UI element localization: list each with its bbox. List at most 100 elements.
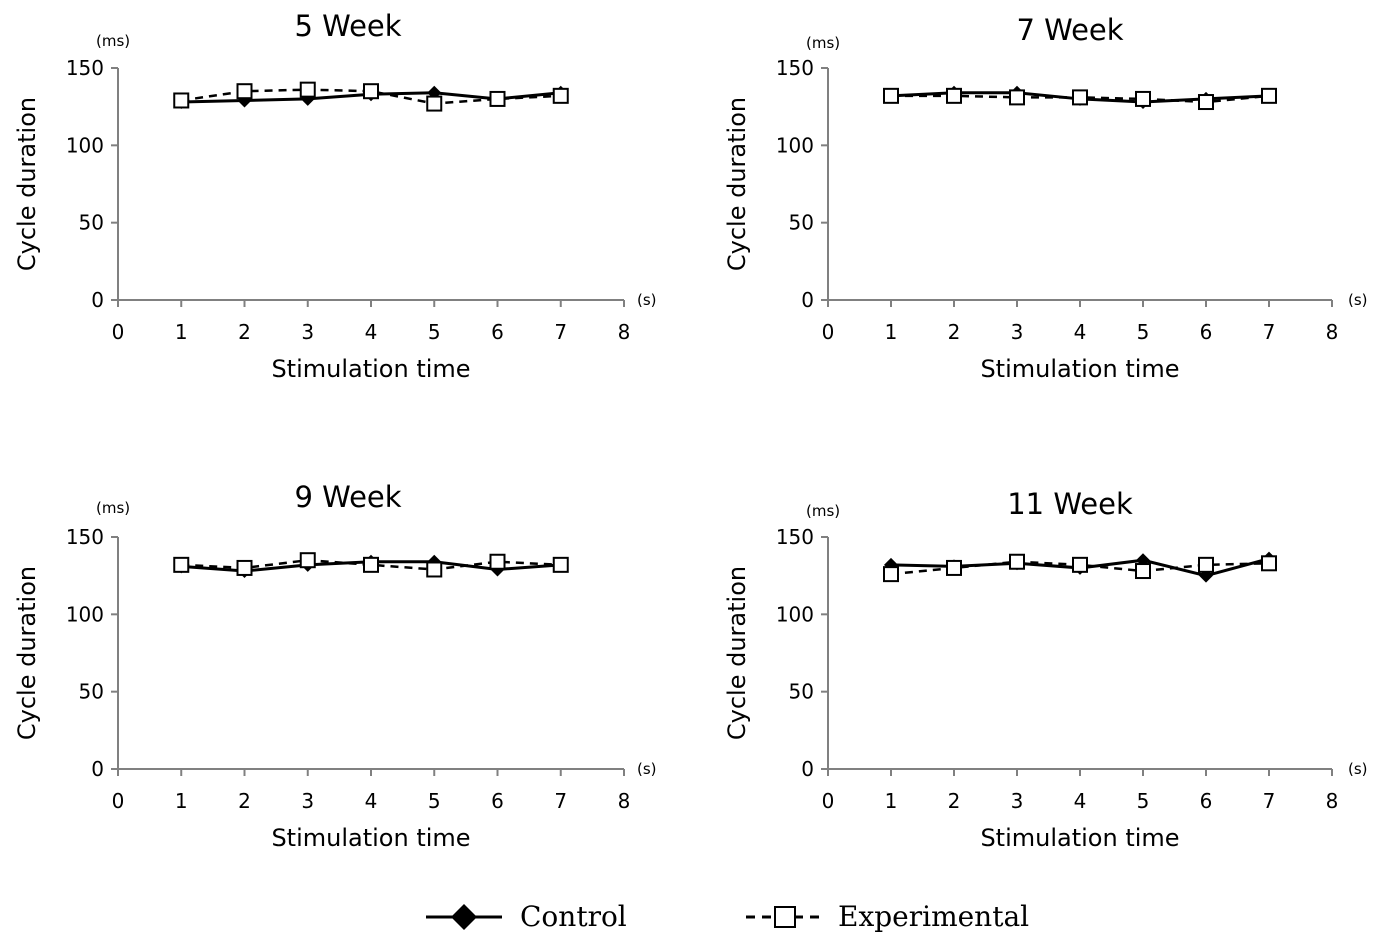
experimental-point — [1261, 87, 1277, 104]
legend: Control Experimental — [426, 900, 1029, 933]
chart-panel: 0 50 100 150 0 1 2 3 4 5 6 7 8 9 Week (ms) (s) Stimulati… — [13, 480, 657, 852]
experimental-point — [173, 92, 190, 109]
x-tick-label: 4 — [1074, 320, 1087, 344]
y-tick-label: 100 — [66, 133, 104, 157]
x-unit-label: (s) — [637, 760, 657, 778]
x-tick-label: 1 — [175, 320, 188, 344]
experimental-point — [1072, 89, 1088, 106]
x-tick-label: 6 — [491, 789, 504, 813]
x-tick-label: 0 — [112, 789, 125, 813]
chart-panel: 0 50 100 150 0 1 2 3 4 5 6 7 8 5 Week (ms) (s) Stimulati… — [13, 9, 657, 383]
experimental-point — [236, 83, 253, 100]
experimental-point — [489, 553, 506, 570]
experimental-point — [552, 87, 569, 104]
experimental-point — [363, 556, 379, 573]
legend-item-experimental: Experimental — [746, 900, 1029, 933]
experimental-point — [946, 559, 962, 576]
y-tick-label: 100 — [776, 133, 814, 157]
x-unit-label: (s) — [1348, 760, 1368, 778]
x-tick-label: 4 — [1074, 789, 1087, 813]
y-axis-title: Cycle duration — [723, 566, 751, 740]
y-tick-label: 0 — [91, 288, 104, 312]
experimental-point — [1009, 89, 1025, 106]
x-tick-label: 7 — [554, 320, 567, 344]
x-tick-label: 7 — [1263, 789, 1276, 813]
experimental-point — [363, 83, 379, 100]
y-tick-label: 150 — [66, 56, 104, 80]
experimental-point — [946, 87, 962, 104]
x-tick-label: 1 — [885, 789, 898, 813]
y-tick-label: 0 — [801, 757, 814, 781]
x-tick-label: 5 — [1137, 320, 1150, 344]
experimental-point — [1135, 90, 1151, 107]
x-tick-label: 6 — [1200, 320, 1213, 344]
y-axis-title: Cycle duration — [13, 566, 41, 740]
x-tick-label: 8 — [1326, 320, 1339, 344]
experimental-point — [426, 95, 443, 112]
experimental-point — [426, 561, 443, 578]
x-tick-label: 5 — [428, 320, 441, 344]
x-tick-label: 3 — [1011, 789, 1024, 813]
filled-diamond-icon — [451, 904, 477, 930]
experimental-point — [883, 566, 899, 583]
x-tick-label: 8 — [618, 789, 631, 813]
experimental-point — [1009, 553, 1025, 570]
y-tick-label: 150 — [66, 525, 104, 549]
experimental-point — [1135, 563, 1151, 580]
experimental-point — [1072, 556, 1088, 573]
y-unit-label: (ms) — [806, 34, 840, 52]
y-unit-label: (ms) — [96, 32, 130, 50]
legend-item-control: Control — [426, 900, 627, 933]
experimental-point — [552, 556, 569, 573]
x-tick-label: 8 — [1326, 789, 1339, 813]
y-tick-label: 50 — [79, 211, 104, 235]
x-tick-label: 0 — [822, 789, 835, 813]
chart-title: 5 Week — [294, 9, 401, 43]
y-tick-label: 50 — [789, 680, 814, 704]
x-tick-label: 2 — [948, 320, 961, 344]
x-unit-label: (s) — [637, 291, 657, 309]
x-tick-label: 3 — [301, 789, 314, 813]
x-tick-label: 2 — [238, 789, 251, 813]
y-tick-label: 50 — [79, 680, 104, 704]
x-tick-label: 5 — [428, 789, 441, 813]
y-tick-label: 0 — [801, 288, 814, 312]
x-tick-label: 3 — [301, 320, 314, 344]
experimental-point — [1198, 556, 1214, 573]
chart-title: 7 Week — [1016, 13, 1123, 47]
y-axis-title: Cycle duration — [723, 97, 751, 271]
y-axis-title: Cycle duration — [13, 97, 41, 271]
y-tick-label: 100 — [776, 602, 814, 626]
x-axis-title: Stimulation time — [271, 355, 470, 383]
x-tick-label: 7 — [554, 789, 567, 813]
experimental-point — [236, 559, 253, 576]
x-tick-label: 4 — [365, 320, 378, 344]
x-tick-label: 0 — [822, 320, 835, 344]
x-axis-title: Stimulation time — [980, 355, 1179, 383]
x-tick-label: 6 — [491, 320, 504, 344]
x-tick-label: 2 — [948, 789, 961, 813]
chart-panel: 0 50 100 150 0 1 2 3 4 5 6 7 8 11 Week (ms) (s) Stimulat… — [723, 487, 1368, 852]
experimental-point — [1261, 555, 1277, 572]
y-tick-label: 150 — [776, 56, 814, 80]
y-tick-label: 150 — [776, 525, 814, 549]
y-tick-label: 50 — [789, 211, 814, 235]
experimental-point — [883, 87, 899, 104]
x-tick-label: 3 — [1011, 320, 1024, 344]
x-tick-label: 5 — [1137, 789, 1150, 813]
x-tick-label: 4 — [365, 789, 378, 813]
experimental-point — [299, 81, 316, 98]
y-unit-label: (ms) — [96, 499, 130, 517]
x-unit-label: (s) — [1348, 291, 1368, 309]
chart-title: 9 Week — [294, 480, 401, 514]
legend-control-label: Control — [520, 900, 627, 933]
x-tick-label: 0 — [112, 320, 125, 344]
x-tick-label: 7 — [1263, 320, 1276, 344]
y-tick-label: 100 — [66, 602, 104, 626]
x-tick-label: 1 — [885, 320, 898, 344]
y-unit-label: (ms) — [806, 502, 840, 520]
experimental-point — [1198, 94, 1214, 111]
open-square-icon — [774, 906, 796, 928]
x-tick-label: 2 — [238, 320, 251, 344]
